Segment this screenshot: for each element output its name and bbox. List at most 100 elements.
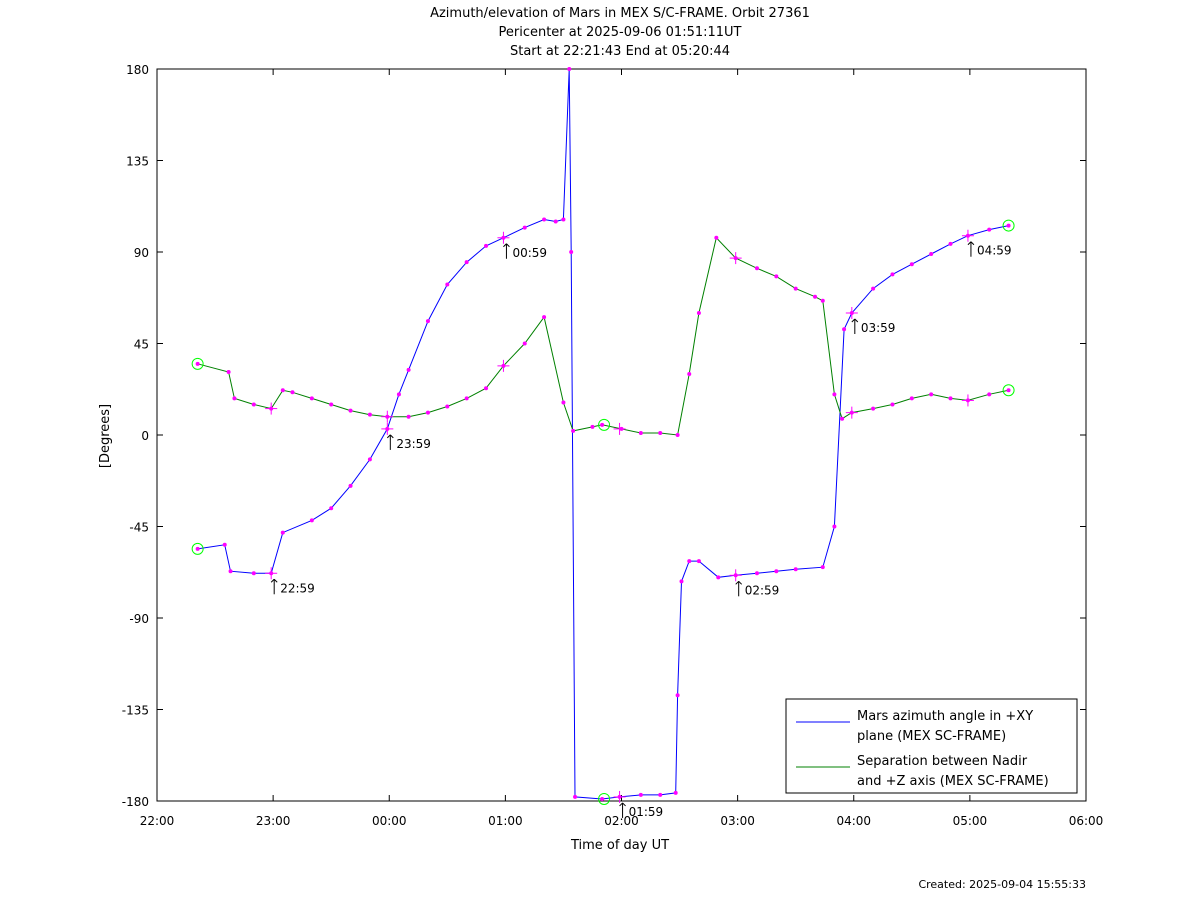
legend-label-azimuth-2: plane (MEX SC-FRAME)	[857, 729, 1006, 744]
endpoint-circle	[598, 792, 611, 805]
data-point-separation	[290, 390, 295, 395]
data-point-separation	[600, 422, 605, 427]
data-point-azimuth	[542, 217, 547, 222]
plot-area	[156, 68, 1087, 802]
data-point-azimuth	[464, 260, 469, 265]
x-tick-label: 22:00	[140, 814, 175, 828]
data-point-separation	[987, 392, 992, 397]
endpoint-circle	[598, 418, 611, 431]
data-point-separation	[890, 402, 895, 407]
data-point-separation	[813, 294, 818, 299]
annotation-pointer	[619, 802, 623, 807]
data-point-azimuth	[329, 506, 334, 511]
data-point-separation	[367, 412, 372, 417]
x-tick-label: 06:00	[1069, 814, 1104, 828]
created-timestamp: Created: 2025-09-04 15:55:33	[918, 878, 1086, 891]
data-point-azimuth	[871, 286, 876, 291]
legend: Mars azimuth angle in +XY plane (MEX SC-…	[785, 698, 1078, 794]
annotation-label: 04:59	[977, 244, 1012, 258]
legend-label-azimuth-1: Mars azimuth angle in +XY	[857, 709, 1033, 724]
y-tick-label: -135	[122, 704, 149, 718]
data-point-azimuth	[679, 579, 684, 584]
annotation-pointer	[735, 580, 740, 585]
data-point-azimuth	[638, 792, 643, 797]
y-tick-label: -180	[122, 795, 149, 809]
data-point-separation	[571, 428, 576, 433]
y-axis-label: [Degrees]	[98, 404, 113, 468]
annotation-label: 03:59	[861, 321, 896, 335]
data-point-azimuth	[948, 241, 953, 246]
endpoint-circle	[1002, 384, 1015, 397]
data-point-azimuth	[987, 227, 992, 232]
endpoint-circle	[1002, 219, 1015, 232]
annotation-pointer	[270, 578, 275, 583]
series-line-azimuth	[197, 68, 1009, 800]
data-point-azimuth	[793, 567, 798, 572]
y-tick-label: 0	[141, 429, 149, 443]
data-point-azimuth	[716, 575, 721, 580]
data-point-separation	[309, 396, 314, 401]
series-line-separation	[197, 236, 1009, 436]
data-point-azimuth	[553, 219, 558, 224]
data-point-separation	[929, 392, 934, 397]
chart-title: Azimuth/elevation of Mars in MEX S/C-FRA…	[430, 6, 810, 59]
legend-box	[785, 698, 1078, 794]
data-point-azimuth	[573, 794, 578, 799]
data-point-azimuth	[561, 217, 566, 222]
data-point-azimuth	[251, 571, 256, 576]
x-tick-label: 01:00	[488, 814, 523, 828]
data-point-separation	[774, 274, 779, 279]
data-markers	[191, 67, 1015, 805]
data-point-azimuth	[774, 569, 779, 574]
data-point-azimuth	[367, 457, 372, 462]
x-tick-label: 04:00	[836, 814, 871, 828]
data-point-separation	[522, 341, 527, 346]
data-point-azimuth	[842, 327, 847, 332]
annotation-label: 22:59	[280, 581, 315, 595]
annotation-label: 02:59	[745, 583, 780, 597]
data-point-azimuth	[832, 524, 837, 529]
data-point-azimuth	[228, 569, 233, 574]
data-point-azimuth	[406, 367, 411, 372]
annotation-label: 01:59	[629, 805, 664, 819]
data-point-separation	[425, 410, 430, 415]
data-point-azimuth	[754, 571, 759, 576]
data-point-separation	[590, 424, 595, 429]
x-tick-label: 00:00	[372, 814, 407, 828]
data-point-separation	[195, 361, 200, 366]
y-tick-label: 45	[134, 338, 149, 352]
data-point-separation	[445, 404, 450, 409]
y-tick-label: -90	[129, 612, 149, 626]
data-point-separation	[406, 414, 411, 419]
data-point-separation	[687, 372, 692, 376]
hour-annotations: 22:59 23:59 00:59 01:59 02:59 03:59 04:59	[270, 241, 1012, 819]
data-point-separation	[251, 402, 256, 407]
legend-label-separation-2: and +Z axis (MEX SC-FRAME)	[857, 774, 1049, 789]
data-point-separation	[484, 386, 489, 391]
data-point-separation	[226, 369, 231, 374]
data-point-azimuth	[600, 796, 605, 801]
data-point-separation	[871, 406, 876, 411]
data-point-azimuth	[425, 319, 430, 324]
axis-ticks	[156, 68, 1087, 802]
data-point-azimuth	[675, 693, 680, 698]
data-point-separation	[754, 266, 759, 271]
x-tick-labels: 22:00 23:00 00:00 01:00 02:00 03:00 04:00 05:00…	[140, 814, 1104, 828]
annotation-label: 23:59	[396, 437, 431, 451]
data-point-separation	[832, 392, 837, 397]
annotation-pointer	[273, 578, 278, 583]
data-point-separation	[840, 416, 845, 421]
data-point-azimuth	[445, 282, 450, 287]
title-line-2: Pericenter at 2025-09-06 01:51:11UT	[498, 25, 741, 40]
data-point-separation	[232, 396, 237, 401]
endpoint-circle	[191, 357, 204, 370]
data-point-azimuth	[195, 546, 200, 551]
annotation-pointer	[506, 243, 510, 248]
x-axis-label: Time of day UT	[570, 838, 669, 853]
y-tick-label: -45	[129, 521, 149, 535]
annotation-pointer	[503, 243, 507, 248]
data-point-separation	[280, 388, 285, 393]
annotation-pointer	[386, 434, 391, 439]
data-point-azimuth	[687, 559, 692, 564]
